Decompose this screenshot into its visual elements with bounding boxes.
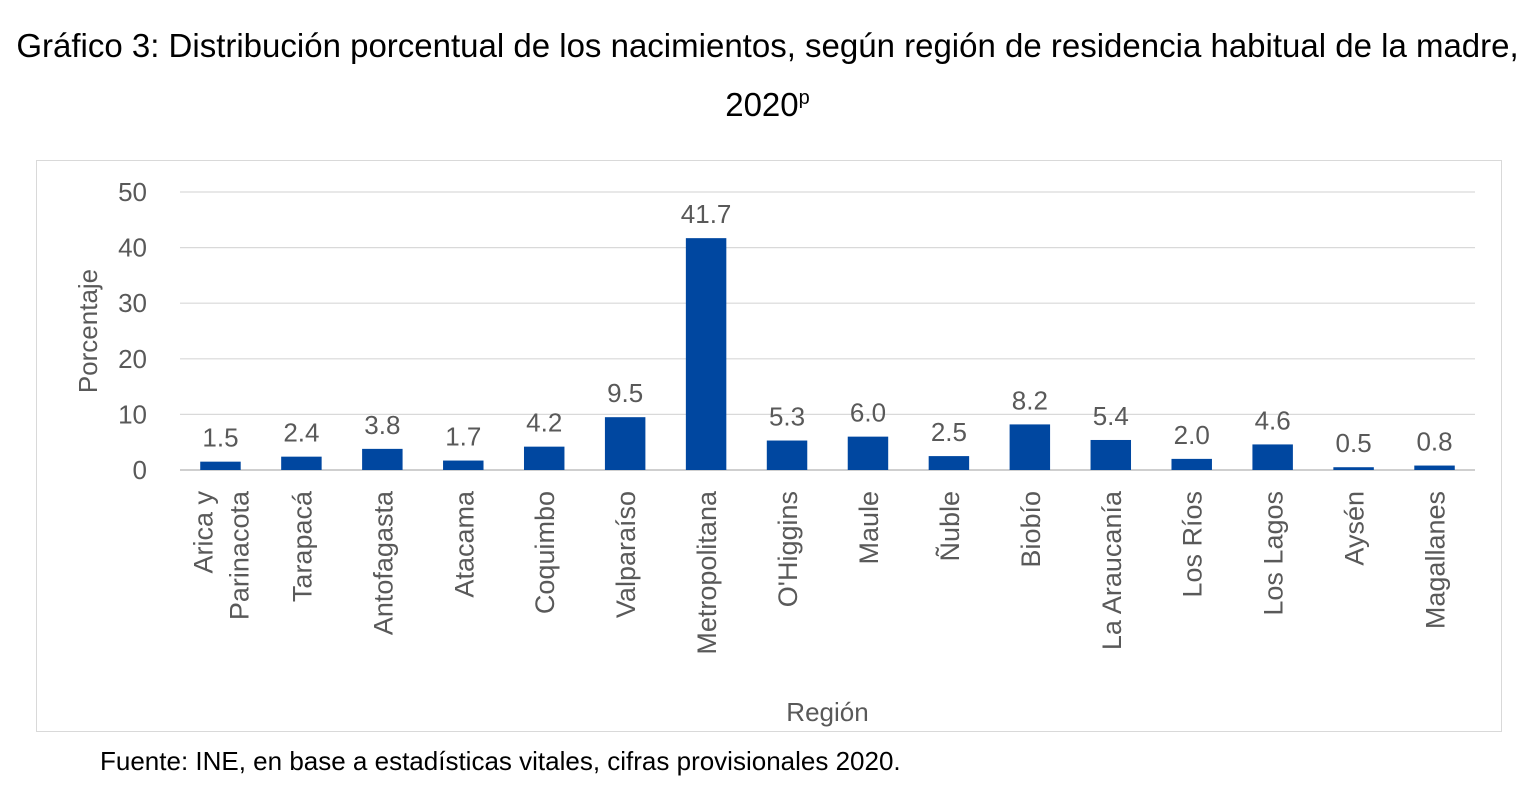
bar (685, 238, 727, 470)
bar (362, 448, 403, 470)
bar (1414, 465, 1455, 470)
x-tick-label: Atacama (449, 490, 479, 598)
x-tick-label: Ñuble (934, 491, 965, 562)
y-tick-label: 50 (118, 177, 147, 207)
data-label: 1.7 (445, 422, 481, 452)
data-label: 0.8 (1416, 427, 1452, 457)
y-tick-label: 30 (118, 288, 147, 318)
x-axis-title: Región (786, 697, 868, 727)
data-label: 4.2 (526, 408, 562, 438)
data-label: 0.5 (1336, 428, 1372, 458)
y-tick-label: 0 (133, 455, 147, 485)
bar (1090, 439, 1132, 470)
bar (1171, 458, 1212, 470)
bar (443, 460, 484, 470)
bar (604, 417, 646, 470)
x-tick-label: Metropolitana (692, 490, 722, 655)
data-label: 4.6 (1255, 405, 1291, 435)
bar (847, 436, 889, 470)
x-tick-label: Tarapacá (287, 490, 317, 602)
x-tick-label: Antofagasta (368, 490, 398, 635)
bar-chart: 0 10 20 30 40 50 1.5 Arica y Parinacota 2.4 Tarapa… (73, 177, 1475, 727)
bar (928, 456, 970, 470)
data-label: 6.0 (850, 398, 886, 428)
bar (1009, 424, 1051, 470)
data-label: 3.8 (364, 410, 400, 440)
x-tick-label: Valparaíso (611, 491, 641, 618)
source-note: Fuente: INE, en base a estadísticas vita… (100, 746, 901, 776)
data-label: 1.5 (202, 423, 238, 453)
x-tick-label: Biobío (1016, 491, 1046, 568)
x-tick-label: Magallanes (1421, 491, 1451, 629)
chart-title: Gráfico 3: Distribución porcentual de lo… (0, 20, 1535, 131)
chart-title-superscript: p (798, 87, 810, 109)
chart-title-text: Gráfico 3: Distribución porcentual de lo… (16, 27, 1519, 123)
x-tick-label: La Araucanía (1097, 490, 1127, 650)
x-tick-label: Arica y Parinacota (188, 490, 254, 620)
bar (1333, 467, 1374, 470)
data-label: 8.2 (1012, 385, 1048, 415)
x-tick-label: Los Lagos (1259, 491, 1289, 616)
x-tick-label: Los Ríos (1178, 491, 1208, 598)
bar (1252, 444, 1293, 470)
chart-frame: 0 10 20 30 40 50 1.5 Arica y Parinacota 2.4 Tarapa… (36, 160, 1502, 732)
y-axis-title: Porcentaje (73, 269, 103, 393)
x-tick-label: Maule (854, 491, 884, 565)
y-tick-label: 10 (118, 399, 147, 429)
bar (523, 446, 565, 470)
y-tick-label: 20 (118, 344, 147, 374)
x-tick-label: O'Higgins (773, 491, 803, 607)
bar (766, 440, 808, 470)
data-label: 41.7 (681, 199, 732, 229)
bar (281, 456, 322, 470)
y-tick-label: 40 (118, 233, 147, 263)
data-label: 2.0 (1174, 420, 1210, 450)
data-label: 5.4 (1093, 401, 1129, 431)
data-label: 9.5 (607, 378, 643, 408)
x-tick-label: Aysén (1340, 491, 1370, 566)
data-label: 2.5 (931, 417, 967, 447)
bar (200, 461, 241, 470)
x-tick-label: Coquimbo (530, 491, 560, 614)
data-label: 2.4 (283, 418, 319, 448)
data-label: 5.3 (769, 402, 805, 432)
